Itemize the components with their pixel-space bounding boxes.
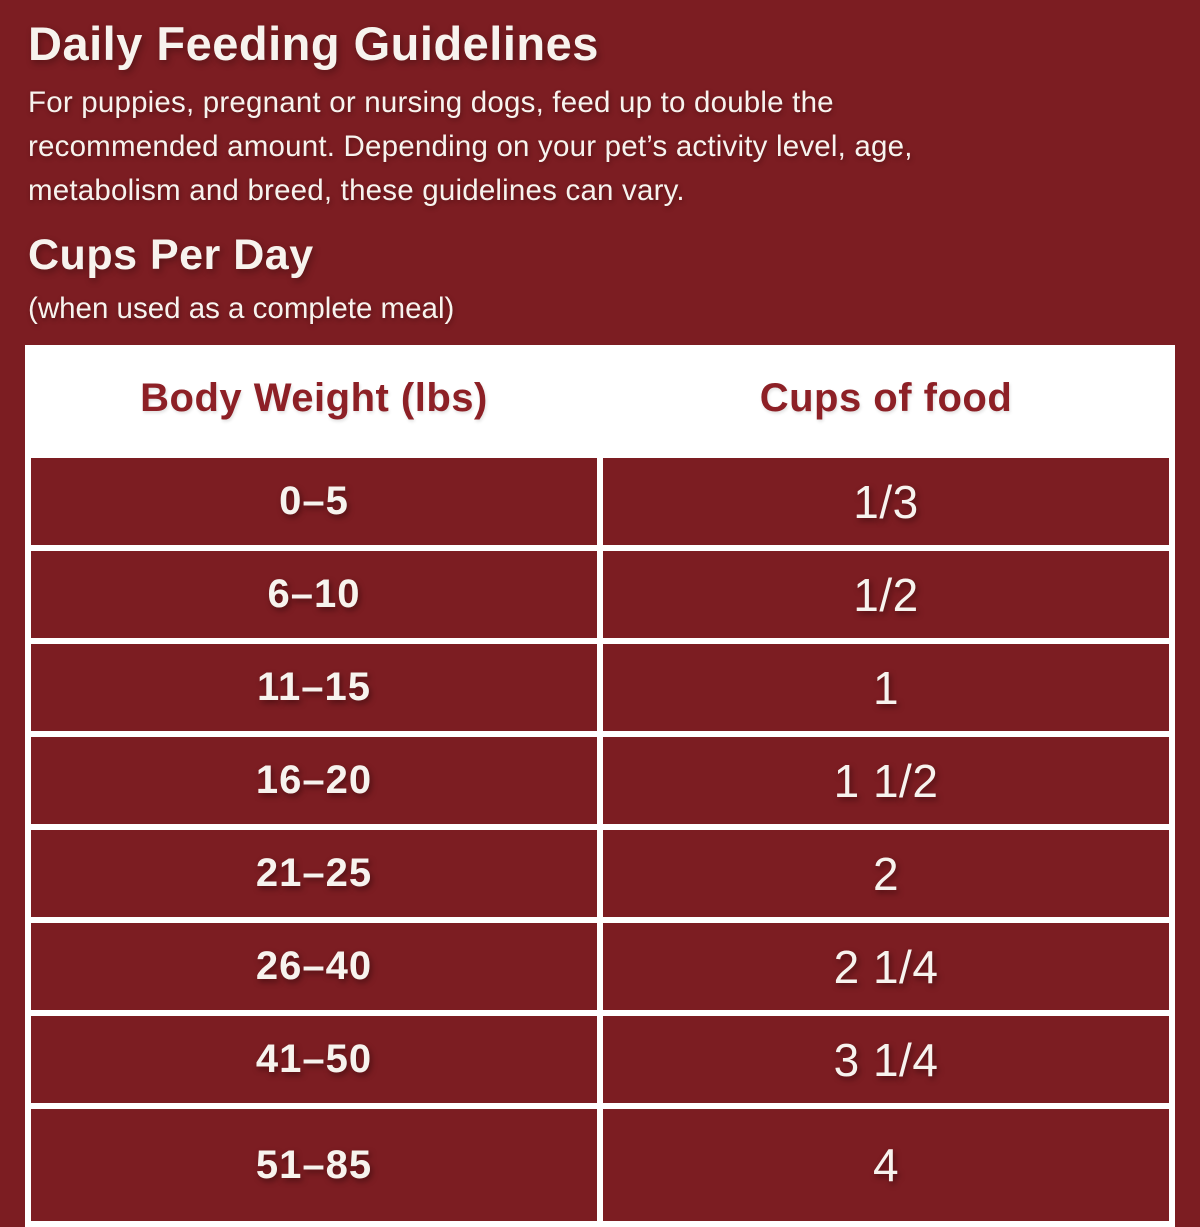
- table-row: 0–5 1/3: [31, 458, 1169, 545]
- table-row: 51–85 4: [31, 1109, 1169, 1221]
- cups-cell: 2: [603, 830, 1169, 917]
- cups-per-day-subtitle: (when used as a complete meal): [28, 292, 455, 325]
- cups-cell: 1 1/2: [603, 737, 1169, 824]
- header-body-weight: Body Weight (lbs): [140, 376, 488, 420]
- cups-cell: 3 1/4: [603, 1016, 1169, 1103]
- weight-cell: 51–85: [31, 1109, 597, 1221]
- table-row: 11–15 1: [31, 644, 1169, 731]
- feeding-table: Body Weight (lbs) Cups of food 0–5 1/3 6…: [25, 345, 1175, 1227]
- cups-cell: 1/3: [603, 458, 1169, 545]
- cups-per-day-heading: Cups Per Day: [28, 231, 314, 279]
- weight-cell: 11–15: [31, 644, 597, 731]
- table-row: 21–25 2: [31, 830, 1169, 917]
- weight-cell: 41–50: [31, 1016, 597, 1103]
- cups-cell: 1/2: [603, 551, 1169, 638]
- intro-description: For puppies, pregnant or nursing dogs, f…: [28, 86, 913, 207]
- cups-cell: 2 1/4: [603, 923, 1169, 1010]
- weight-cell: 6–10: [31, 551, 597, 638]
- table-row: 26–40 2 1/4: [31, 923, 1169, 1010]
- cups-cell: 4: [603, 1109, 1169, 1221]
- weight-cell: 21–25: [31, 830, 597, 917]
- weight-cell: 0–5: [31, 458, 597, 545]
- header-cups-of-food: Cups of food: [759, 376, 1013, 420]
- intro-section: Daily Feeding Guidelines For puppies, pr…: [28, 16, 1178, 326]
- table-header-row: Body Weight (lbs) Cups of food: [31, 345, 1169, 452]
- page-title: Daily Feeding Guidelines: [28, 17, 599, 70]
- cups-cell: 1: [603, 644, 1169, 731]
- table-row: 41–50 3 1/4: [31, 1016, 1169, 1103]
- table-row: 16–20 1 1/2: [31, 737, 1169, 824]
- weight-cell: 16–20: [31, 737, 597, 824]
- table-row: 6–10 1/2: [31, 551, 1169, 638]
- weight-cell: 26–40: [31, 923, 597, 1010]
